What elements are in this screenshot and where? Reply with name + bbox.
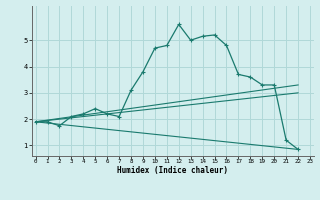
X-axis label: Humidex (Indice chaleur): Humidex (Indice chaleur) [117,166,228,175]
